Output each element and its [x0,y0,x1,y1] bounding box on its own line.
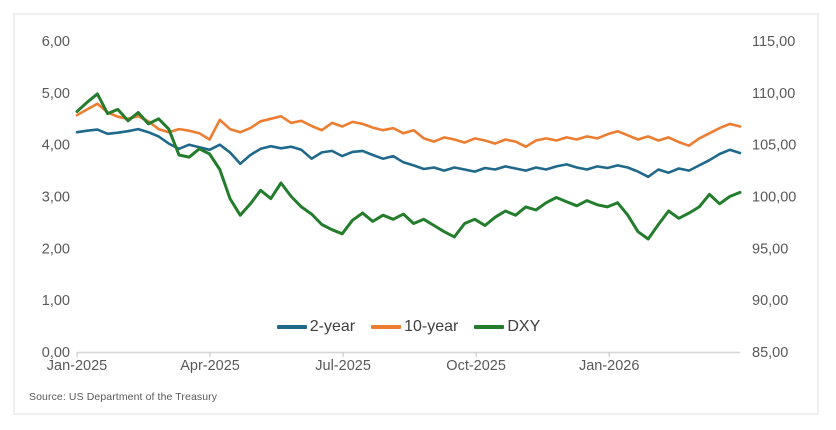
legend-swatch-dxy-line [474,325,505,329]
series-line-2-year [75,127,742,179]
legend-item-2-year: 2-year [276,318,356,335]
legend-label-dxy: DXY [507,318,541,335]
x-tick-label: Apr-2025 [180,358,240,374]
right-axis-tick-label: 115,00 [752,34,795,50]
left-axis-tick-label: 2,00 [42,241,70,257]
chart-card: Jan-2025 Apr-2025 Jul-2025 Oct-2025 Jan-2026… [13,13,819,415]
right-axis-tick-label: 95,00 [752,241,788,257]
x-tick-label: Jan-2026 [579,358,639,374]
x-tick-label: Jan-2025 [47,358,107,374]
legend-swatch-10-year-line [371,325,402,329]
legend-swatch-2-year-line [276,325,307,329]
left-axis-tick-label: 6,00 [42,34,70,50]
right-axis-tick-label: 85,00 [752,345,788,361]
right-axis-tick-label: 100,00 [752,190,796,206]
left-axis-tick-label: 1,00 [42,293,70,309]
series-line-10-year [75,102,742,148]
chart-legend: 2-year 10-year DXY [77,316,740,338]
right-axis-tick-label: 90,00 [752,293,788,309]
x-tick-label: Jul-2025 [315,358,371,374]
legend-item-dxy: DXY [474,319,540,335]
legend-label-10-year: 10-year [404,318,459,335]
right-axis-tick-label: 105,00 [752,138,796,154]
line-chart-plot: Jan-2025 Apr-2025 Jul-2025 Oct-2025 Jan-2026… [42,34,797,374]
series-line-dxy [75,92,742,241]
source-note: Source: US Department of the Treasury [29,391,218,403]
left-axis-tick-label: 5,00 [42,86,70,102]
left-axis-tick-label: 0,00 [42,345,70,361]
right-axis-tick-label: 110,00 [752,86,795,102]
legend-label-2-year: 2-year [309,318,356,335]
left-axis-tick-label: 3,00 [42,190,70,206]
x-tick-label: Oct-2025 [446,358,506,374]
left-axis-tick-label: 4,00 [42,138,70,154]
legend-item-10-year: 10-year [371,319,458,335]
